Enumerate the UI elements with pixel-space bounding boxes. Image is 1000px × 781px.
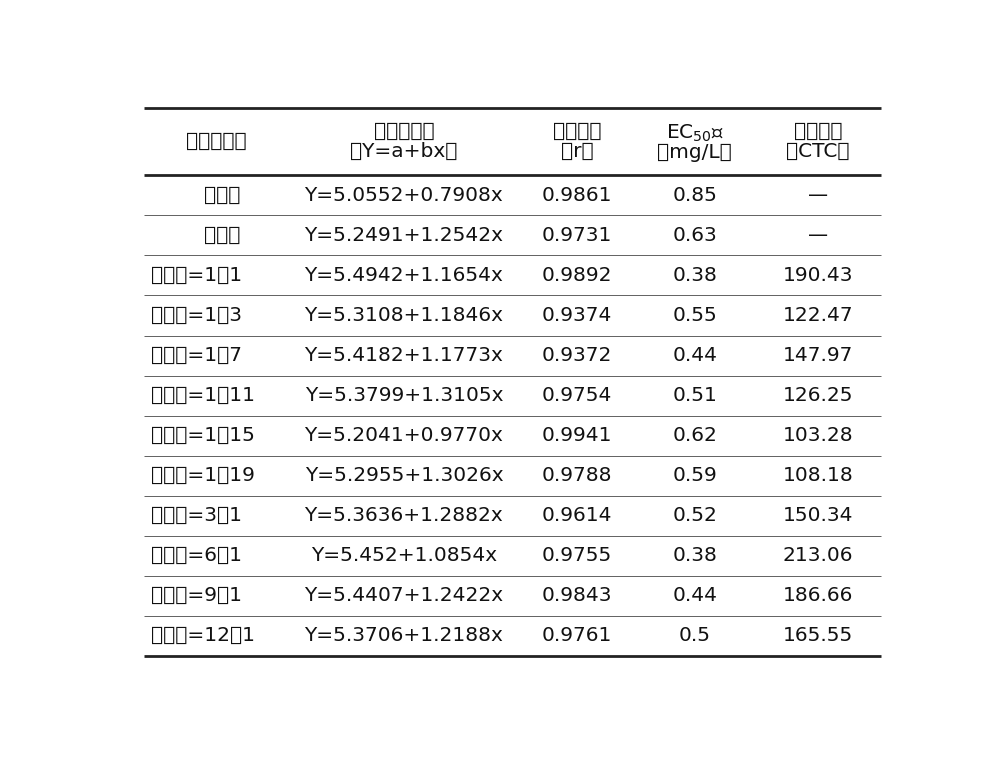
Text: 丙环唑: 丙环唑 [204,226,241,245]
Text: 0.9372: 0.9372 [542,346,612,365]
Text: 0.62: 0.62 [672,426,717,445]
Text: Y=5.3799+1.3105x: Y=5.3799+1.3105x [305,386,503,405]
Text: 氟：丙=1：1: 氟：丙=1：1 [151,266,242,285]
Text: Y=5.452+1.0854x: Y=5.452+1.0854x [311,546,497,565]
Text: 0.51: 0.51 [672,386,717,405]
Text: 108.18: 108.18 [783,466,853,485]
Text: Y=5.4182+1.1773x: Y=5.4182+1.1773x [304,346,503,365]
Text: 氟：丙=1：3: 氟：丙=1：3 [151,306,242,325]
Text: 药剂及配比: 药剂及配比 [186,132,246,151]
Text: 190.43: 190.43 [783,266,853,285]
Text: 0.9731: 0.9731 [542,226,612,245]
Text: 126.25: 126.25 [783,386,853,405]
Text: Y=5.3706+1.2188x: Y=5.3706+1.2188x [304,626,503,645]
Text: 0.52: 0.52 [672,506,717,525]
Text: 122.47: 122.47 [783,306,853,325]
Text: 氟：丙=6：1: 氟：丙=6：1 [151,546,242,565]
Text: 0.9788: 0.9788 [542,466,612,485]
Text: 氟：丙=1：11: 氟：丙=1：11 [151,386,255,405]
Text: 氟：丙=1：19: 氟：丙=1：19 [151,466,254,485]
Text: Y=5.4942+1.1654x: Y=5.4942+1.1654x [304,266,503,285]
Text: （CTC）: （CTC） [786,142,850,161]
Text: —: — [808,186,828,205]
Text: Y=5.2041+0.9770x: Y=5.2041+0.9770x [304,426,503,445]
Text: 0.5: 0.5 [679,626,711,645]
Text: 相关系数: 相关系数 [553,122,601,141]
Text: 0.9892: 0.9892 [542,266,612,285]
Text: 150.34: 150.34 [783,506,853,525]
Text: （mg/L）: （mg/L） [657,143,732,162]
Text: 0.9755: 0.9755 [542,546,612,565]
Text: 氟啶胺: 氟啶胺 [204,186,241,205]
Text: 0.38: 0.38 [672,266,717,285]
Text: 0.38: 0.38 [672,546,717,565]
Text: 186.66: 186.66 [783,587,853,605]
Text: 165.55: 165.55 [783,626,853,645]
Text: Y=5.2491+1.2542x: Y=5.2491+1.2542x [304,226,503,245]
Text: 0.85: 0.85 [672,186,717,205]
Text: —: — [808,226,828,245]
Text: Y=5.3636+1.2882x: Y=5.3636+1.2882x [305,506,503,525]
Text: 0.44: 0.44 [672,587,717,605]
Text: 回归方程式: 回归方程式 [374,122,434,141]
Text: Y=5.2955+1.3026x: Y=5.2955+1.3026x [305,466,503,485]
Text: 0.63: 0.63 [672,226,717,245]
Text: （r）: （r） [561,142,593,161]
Text: 0.44: 0.44 [672,346,717,365]
Text: Y=5.4407+1.2422x: Y=5.4407+1.2422x [304,587,503,605]
Text: 氟：丙=12：1: 氟：丙=12：1 [151,626,255,645]
Text: 213.06: 213.06 [783,546,853,565]
Text: 0.9754: 0.9754 [542,386,612,405]
Text: 氟：丙=3：1: 氟：丙=3：1 [151,506,242,525]
Text: 147.97: 147.97 [783,346,853,365]
Text: （Y=a+bx）: （Y=a+bx） [350,142,458,161]
Text: 0.59: 0.59 [672,466,717,485]
Text: Y=5.3108+1.1846x: Y=5.3108+1.1846x [304,306,503,325]
Text: 103.28: 103.28 [783,426,853,445]
Text: Y=5.0552+0.7908x: Y=5.0552+0.7908x [305,186,503,205]
Text: 氟：丙=9：1: 氟：丙=9：1 [151,587,242,605]
Text: 氟：丙=1：7: 氟：丙=1：7 [151,346,242,365]
Text: 0.9843: 0.9843 [542,587,612,605]
Text: 0.9861: 0.9861 [542,186,612,205]
Text: 共毒系数: 共毒系数 [794,122,842,141]
Text: 氟：丙=1：15: 氟：丙=1：15 [151,426,254,445]
Text: 0.9941: 0.9941 [542,426,612,445]
Text: 0.9614: 0.9614 [542,506,612,525]
Text: 0.9761: 0.9761 [542,626,612,645]
Text: EC$_{50}$值: EC$_{50}$值 [666,123,724,144]
Text: 0.9374: 0.9374 [542,306,612,325]
Text: 0.55: 0.55 [672,306,717,325]
